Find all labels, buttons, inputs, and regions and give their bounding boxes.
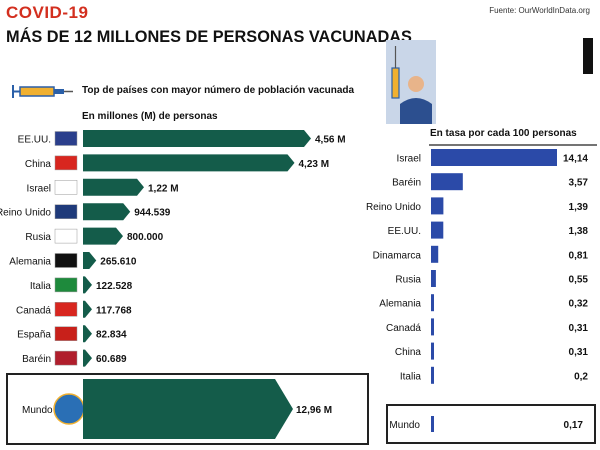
flag-icon xyxy=(54,228,78,244)
bar xyxy=(83,154,295,172)
bar xyxy=(83,252,97,269)
flag-icon xyxy=(54,131,78,146)
value-label: 0,55 xyxy=(569,275,589,286)
value-label: 82.834 xyxy=(96,330,127,341)
world-box-left xyxy=(6,373,369,445)
bar xyxy=(83,178,144,196)
value-label: 1,22 M xyxy=(148,183,179,194)
country-label: Baréin xyxy=(392,178,421,189)
flag-icon xyxy=(54,253,78,268)
bar xyxy=(83,130,311,147)
source-note: Fuente: OurWorldInData.org xyxy=(489,6,590,15)
country-label: Canadá xyxy=(386,323,421,334)
bar xyxy=(83,325,92,343)
value-label: 1,38 xyxy=(569,226,589,237)
value-label: 800.000 xyxy=(127,232,164,243)
value-label: 0,31 xyxy=(569,347,589,358)
bar xyxy=(431,221,444,239)
bar xyxy=(431,342,434,360)
value-label: 122.528 xyxy=(96,281,133,292)
country-label: Italia xyxy=(30,281,52,292)
world-label: Mundo xyxy=(22,405,53,416)
value-label: 0,81 xyxy=(569,250,589,261)
bar xyxy=(431,270,436,287)
country-label: Rusia xyxy=(395,275,421,286)
left-chart-subtitle: En millones (M) de personas xyxy=(82,111,218,122)
vaccinated-person-icon xyxy=(386,40,436,124)
country-label: EE.UU. xyxy=(18,135,51,146)
page-title: MÁS DE 12 MILLONES DE PERSONAS VACUNADAS xyxy=(6,27,412,46)
flag-icon xyxy=(54,326,78,341)
value-label: 14,14 xyxy=(563,154,588,165)
value-label: 60.689 xyxy=(96,354,127,365)
country-label: Rusia xyxy=(25,232,51,243)
bar xyxy=(431,173,463,191)
value-label: 0,2 xyxy=(574,371,588,382)
world-value-label: 12,96 M xyxy=(296,405,332,416)
country-label: China xyxy=(395,347,422,358)
country-label: Baréin xyxy=(22,354,51,365)
world-label: Mundo xyxy=(389,420,420,431)
value-label: 944.539 xyxy=(134,208,171,219)
country-label: España xyxy=(17,330,51,341)
value-label: 117.768 xyxy=(96,305,132,316)
value-label: 4,23 M xyxy=(299,159,330,170)
world-bar xyxy=(83,379,293,439)
bar xyxy=(83,276,92,294)
covid-title: COVID-19 xyxy=(6,3,89,22)
bar xyxy=(431,149,557,166)
country-label: Reino Unido xyxy=(366,202,421,213)
bar xyxy=(431,318,434,336)
world-box-right xyxy=(386,404,596,444)
country-label: Canadá xyxy=(16,305,51,316)
flag-icon xyxy=(54,180,78,195)
country-label: Alemania xyxy=(9,257,51,268)
country-label: EE.UU. xyxy=(388,226,421,237)
country-label: Dinamarca xyxy=(373,250,422,261)
world-value-label: 0,17 xyxy=(564,420,584,431)
bar xyxy=(431,294,434,312)
left-chart-title: Top de países con mayor número de poblac… xyxy=(82,85,355,96)
flag-icon xyxy=(54,302,78,317)
bar xyxy=(83,227,123,245)
world-bar xyxy=(431,416,434,432)
bar xyxy=(431,366,434,384)
value-label: 265.610 xyxy=(100,257,137,268)
bar xyxy=(83,300,92,318)
flag-icon xyxy=(54,277,78,293)
country-label: China xyxy=(25,159,52,170)
publisher-logo xyxy=(583,38,593,74)
value-label: 1,39 xyxy=(569,202,589,213)
bar xyxy=(83,349,92,367)
country-label: Italia xyxy=(400,371,422,382)
flag-icon xyxy=(54,204,78,219)
syringe-icon xyxy=(12,85,73,98)
flag-icon xyxy=(54,350,78,366)
value-label: 4,56 M xyxy=(315,135,346,146)
bar xyxy=(83,203,131,221)
value-label: 0,32 xyxy=(569,299,589,310)
bar xyxy=(431,245,439,263)
bar xyxy=(431,197,444,215)
country-label: Reino Unido xyxy=(0,208,51,219)
right-chart-title: En tasa por cada 100 personas xyxy=(430,128,577,139)
flag-icon xyxy=(54,155,78,171)
country-label: Alemania xyxy=(379,299,421,310)
value-label: 3,57 xyxy=(569,178,589,189)
value-label: 0,31 xyxy=(569,323,589,334)
country-label: Israel xyxy=(397,154,421,165)
country-label: Israel xyxy=(27,183,51,194)
